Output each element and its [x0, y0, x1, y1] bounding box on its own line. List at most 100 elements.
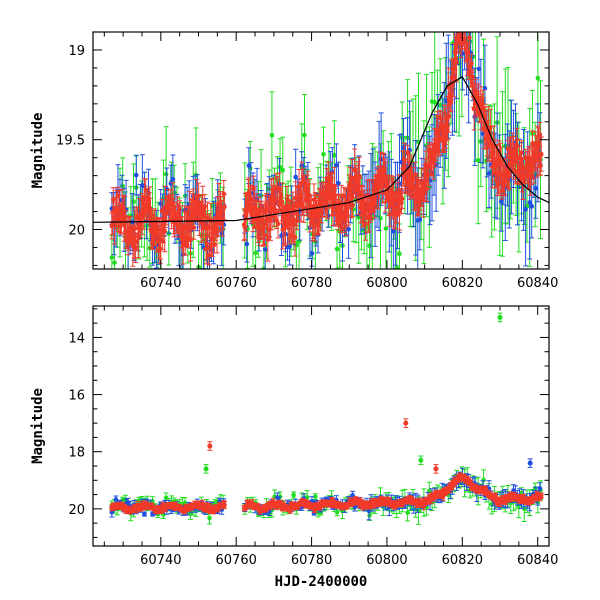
x-tick-label: 60820	[442, 276, 483, 291]
data-point	[202, 203, 208, 209]
data-point	[367, 512, 372, 518]
data-point	[157, 246, 163, 251]
data-point	[391, 229, 396, 234]
data-point	[363, 221, 368, 226]
data-point	[222, 204, 227, 210]
data-point	[109, 255, 115, 260]
data-point	[432, 99, 438, 105]
data-point	[302, 132, 307, 138]
top-axes-frame	[92, 31, 550, 270]
data-point	[287, 244, 292, 250]
data-point	[204, 241, 210, 246]
data-point	[405, 510, 410, 515]
data-point	[538, 163, 543, 169]
data-point	[292, 235, 298, 240]
data-point	[110, 197, 116, 202]
data-point	[350, 203, 355, 208]
data-point	[448, 100, 454, 105]
data-point	[446, 113, 452, 119]
data-point	[454, 60, 459, 65]
data-point	[334, 246, 340, 252]
data-point	[535, 75, 541, 81]
data-point	[244, 241, 250, 247]
x-tick-label: 60840	[517, 276, 558, 291]
data-point	[505, 146, 511, 152]
x-tick-label: 60760	[216, 276, 257, 291]
data-point	[399, 196, 405, 201]
top-plot-area	[93, 16, 549, 269]
data-point	[336, 180, 341, 186]
data-point	[133, 172, 139, 178]
data-point	[394, 265, 400, 269]
data-point	[273, 207, 278, 213]
data-point	[357, 173, 362, 179]
data-point	[426, 164, 431, 170]
data-point	[486, 171, 492, 176]
data-point	[253, 250, 258, 256]
data-point	[467, 35, 472, 41]
data-point	[529, 204, 535, 209]
data-point	[519, 150, 524, 155]
data-point	[456, 27, 461, 32]
data-point	[269, 132, 275, 138]
bottom-series-green	[109, 466, 544, 525]
data-point	[399, 200, 404, 205]
y-tick-label: 19.5	[56, 134, 85, 149]
data-point	[462, 16, 467, 21]
data-point	[280, 167, 286, 173]
data-point	[162, 228, 168, 234]
data-point	[177, 206, 182, 212]
bottom-panel: 60740 60760 60780 60800 60820 6084014161820Ma…	[30, 305, 558, 590]
data-point	[275, 495, 280, 500]
x-tick-label: 60740	[140, 276, 181, 291]
data-point	[214, 233, 220, 238]
data-point	[291, 492, 296, 498]
data-point	[148, 208, 153, 214]
data-point	[207, 515, 212, 521]
data-point	[498, 199, 504, 204]
top-series-blue	[109, 32, 543, 269]
data-point	[191, 225, 197, 230]
data-point	[332, 152, 337, 158]
data-point	[279, 199, 285, 205]
data-point	[170, 177, 176, 182]
data-point	[481, 477, 486, 483]
data-point	[262, 247, 268, 252]
data-point	[163, 495, 169, 501]
data-point	[275, 221, 281, 227]
data-point	[246, 163, 252, 168]
y-tick-label: 20	[68, 224, 85, 239]
data-point	[265, 237, 271, 242]
data-point	[383, 226, 389, 231]
data-point	[417, 217, 423, 222]
data-point	[196, 193, 201, 199]
data-point	[120, 183, 125, 189]
data-point	[469, 60, 474, 66]
data-point	[211, 242, 217, 248]
data-point	[346, 226, 351, 232]
data-point	[397, 251, 402, 257]
y-tick-label: 19	[68, 44, 85, 59]
data-point	[334, 162, 339, 168]
data-point	[437, 102, 443, 108]
x-tick-label: 60800	[366, 276, 407, 291]
data-point	[309, 251, 315, 256]
data-point	[321, 151, 326, 157]
data-point	[203, 246, 209, 252]
data-point	[537, 132, 543, 137]
data-point	[476, 66, 482, 72]
data-point	[527, 200, 533, 205]
data-point	[251, 186, 256, 192]
model-curve	[93, 76, 549, 223]
data-point	[301, 205, 307, 210]
data-point	[523, 207, 528, 212]
data-point	[458, 22, 463, 27]
x-tick-label: 60780	[291, 276, 332, 291]
data-point	[538, 151, 544, 157]
data-point	[112, 260, 117, 265]
data-point	[293, 174, 298, 180]
data-point	[313, 494, 318, 499]
data-point	[470, 74, 476, 80]
data-point	[142, 511, 147, 517]
